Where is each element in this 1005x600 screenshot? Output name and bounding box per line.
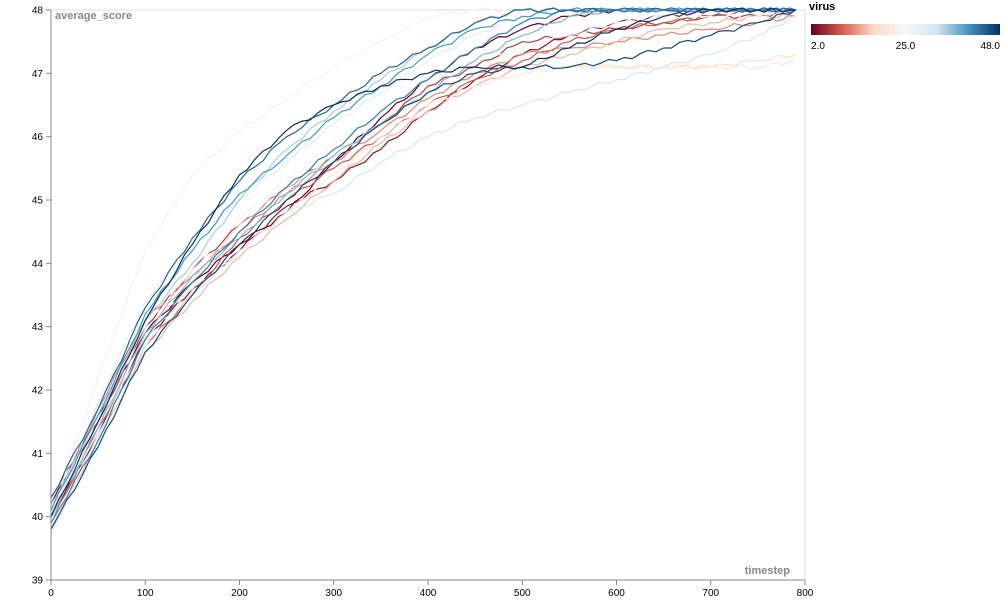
series-line-virus-26 <box>50 7 796 517</box>
legend-max-label: 48.0 <box>981 41 1001 52</box>
series-line-virus-42 <box>50 7 796 524</box>
legend: virus 2.0 25.0 48.0 <box>809 1 1000 52</box>
series-line-virus-24 <box>50 8 796 511</box>
series-line-virus-29 <box>50 7 796 524</box>
y-axis: 39 40 41 42 43 44 45 46 47 48 <box>32 6 52 587</box>
y-tick-label: 48 <box>32 6 44 17</box>
y-tick-label: 40 <box>32 512 44 523</box>
y-tick-label: 39 <box>32 576 44 587</box>
legend-min-label: 2.0 <box>811 41 825 52</box>
x-tick-label: 800 <box>797 588 814 599</box>
y-tick-label: 47 <box>32 69 44 80</box>
y-tick-label: 41 <box>32 449 44 460</box>
y-tick-label: 45 <box>32 196 44 207</box>
plot-border <box>50 9 806 581</box>
series-line-virus-18 <box>50 53 796 517</box>
x-tick-label: 300 <box>325 588 342 599</box>
x-tick-label: 200 <box>231 588 248 599</box>
legend-title: virus <box>809 1 835 13</box>
x-tick-label: 500 <box>514 588 531 599</box>
series-line-virus-15 <box>50 13 796 530</box>
x-tick-label: 100 <box>137 588 154 599</box>
y-tick-label: 44 <box>32 259 44 270</box>
plot-area <box>50 9 806 581</box>
series-line-virus-4 <box>50 7 796 518</box>
series-line-virus-21 <box>50 60 796 536</box>
x-tick-label: 400 <box>420 588 437 599</box>
series-line-virus-12 <box>50 14 796 511</box>
x-tick-label: 0 <box>48 588 54 599</box>
series-line-virus-44 <box>50 7 796 499</box>
series-line-virus-37 <box>50 7 796 517</box>
legend-gradient-bar <box>811 24 1000 35</box>
x-tick-label: 600 <box>608 588 625 599</box>
legend-mid-label: 25.0 <box>896 41 916 52</box>
series-layer <box>50 7 796 536</box>
y-axis-title: average_score <box>55 10 132 22</box>
series-line-virus-7 <box>50 9 796 499</box>
series-line-virus-32 <box>50 15 796 530</box>
y-tick-label: 46 <box>32 132 44 143</box>
x-axis-title: timestep <box>745 565 791 577</box>
series-line-virus-9 <box>50 7 796 524</box>
y-tick-label: 43 <box>32 322 44 333</box>
x-tick-label: 700 <box>702 588 719 599</box>
series-line-virus-46 <box>50 9 796 530</box>
x-axis: 0 100 200 300 400 500 600 700 800 <box>48 579 814 599</box>
y-tick-label: 42 <box>32 386 44 397</box>
series-line-virus-40 <box>50 7 796 511</box>
series-line-virus-48 <box>50 7 796 517</box>
